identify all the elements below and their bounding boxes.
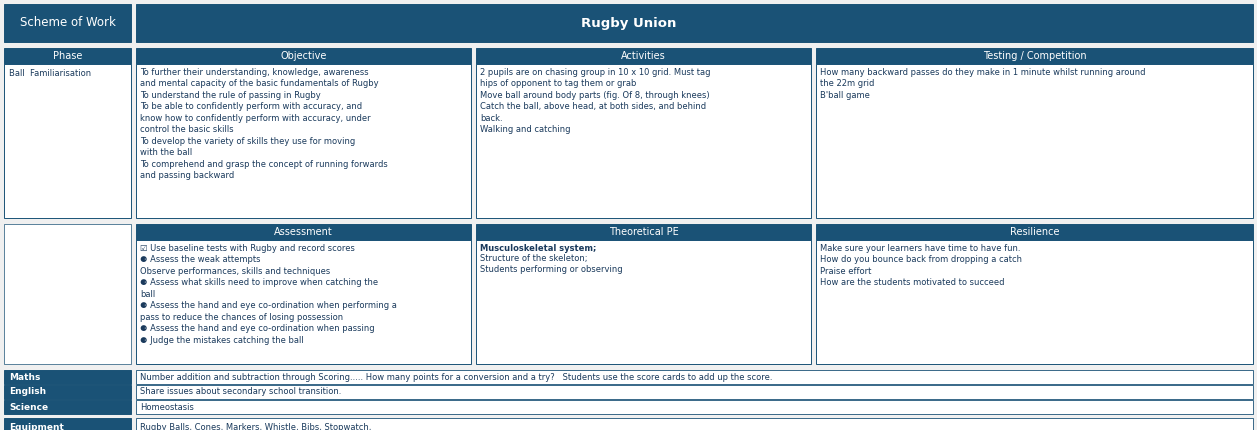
Bar [816, 240, 1253, 364]
Bar [136, 240, 471, 364]
Bar [4, 4, 131, 42]
Bar [476, 240, 811, 364]
Bar [476, 48, 811, 64]
Bar [136, 400, 1253, 414]
Text: Ball  Familiarisation: Ball Familiarisation [9, 69, 91, 78]
Bar [136, 385, 1253, 399]
Bar [476, 64, 811, 218]
Text: Musculoskeletal system;: Musculoskeletal system; [480, 244, 596, 253]
Bar [136, 64, 471, 218]
Bar [4, 224, 131, 364]
Text: Assessment: Assessment [274, 227, 333, 237]
Bar [4, 400, 131, 414]
Bar [4, 64, 131, 218]
Bar [4, 418, 131, 430]
Bar [136, 48, 471, 64]
Bar [4, 370, 131, 384]
Text: 2 pupils are on chasing group in 10 x 10 grid. Must tag
hips of opponent to tag : 2 pupils are on chasing group in 10 x 10… [480, 68, 710, 134]
Text: Share issues about secondary school transition.: Share issues about secondary school tran… [140, 387, 342, 396]
Text: Maths: Maths [9, 372, 40, 381]
Text: Equipment: Equipment [9, 423, 64, 430]
Bar [816, 224, 1253, 240]
Text: Homeostasis: Homeostasis [140, 402, 194, 412]
Bar [476, 224, 811, 240]
Text: ☑ Use baseline tests with Rugby and record scores
⚈ Assess the weak attempts
Obs: ☑ Use baseline tests with Rugby and reco… [140, 244, 397, 344]
Text: Make sure your learners have time to have fun.
How do you bounce back from dropp: Make sure your learners have time to hav… [820, 244, 1022, 287]
Bar [136, 370, 1253, 384]
Text: English: English [9, 387, 47, 396]
Text: Resilience: Resilience [1009, 227, 1060, 237]
Text: Science: Science [9, 402, 48, 412]
Text: Theoretical PE: Theoretical PE [608, 227, 679, 237]
Bar [816, 64, 1253, 218]
Bar [4, 48, 131, 64]
Bar [136, 224, 471, 240]
Text: Rugby Union: Rugby Union [581, 16, 676, 30]
Bar [816, 48, 1253, 64]
Text: Objective: Objective [280, 51, 327, 61]
Text: Rugby Balls, Cones, Markers, Whistle, Bibs, Stopwatch,: Rugby Balls, Cones, Markers, Whistle, Bi… [140, 423, 371, 430]
Text: How many backward passes do they make in 1 minute whilst running around
the 22m : How many backward passes do they make in… [820, 68, 1145, 100]
Bar [136, 418, 1253, 430]
Text: Scheme of Work: Scheme of Work [20, 16, 116, 30]
Text: Phase: Phase [53, 51, 82, 61]
Text: Structure of the skeleton;
Students performing or observing: Structure of the skeleton; Students perf… [480, 254, 622, 274]
Text: Activities: Activities [621, 51, 666, 61]
Text: Number addition and subtraction through Scoring..... How many points for a conve: Number addition and subtraction through … [140, 372, 773, 381]
Text: Testing / Competition: Testing / Competition [983, 51, 1086, 61]
Text: To further their understanding, knowledge, awareness
and mental capacity of the : To further their understanding, knowledg… [140, 68, 387, 180]
Bar [4, 385, 131, 399]
Bar [136, 4, 1253, 42]
